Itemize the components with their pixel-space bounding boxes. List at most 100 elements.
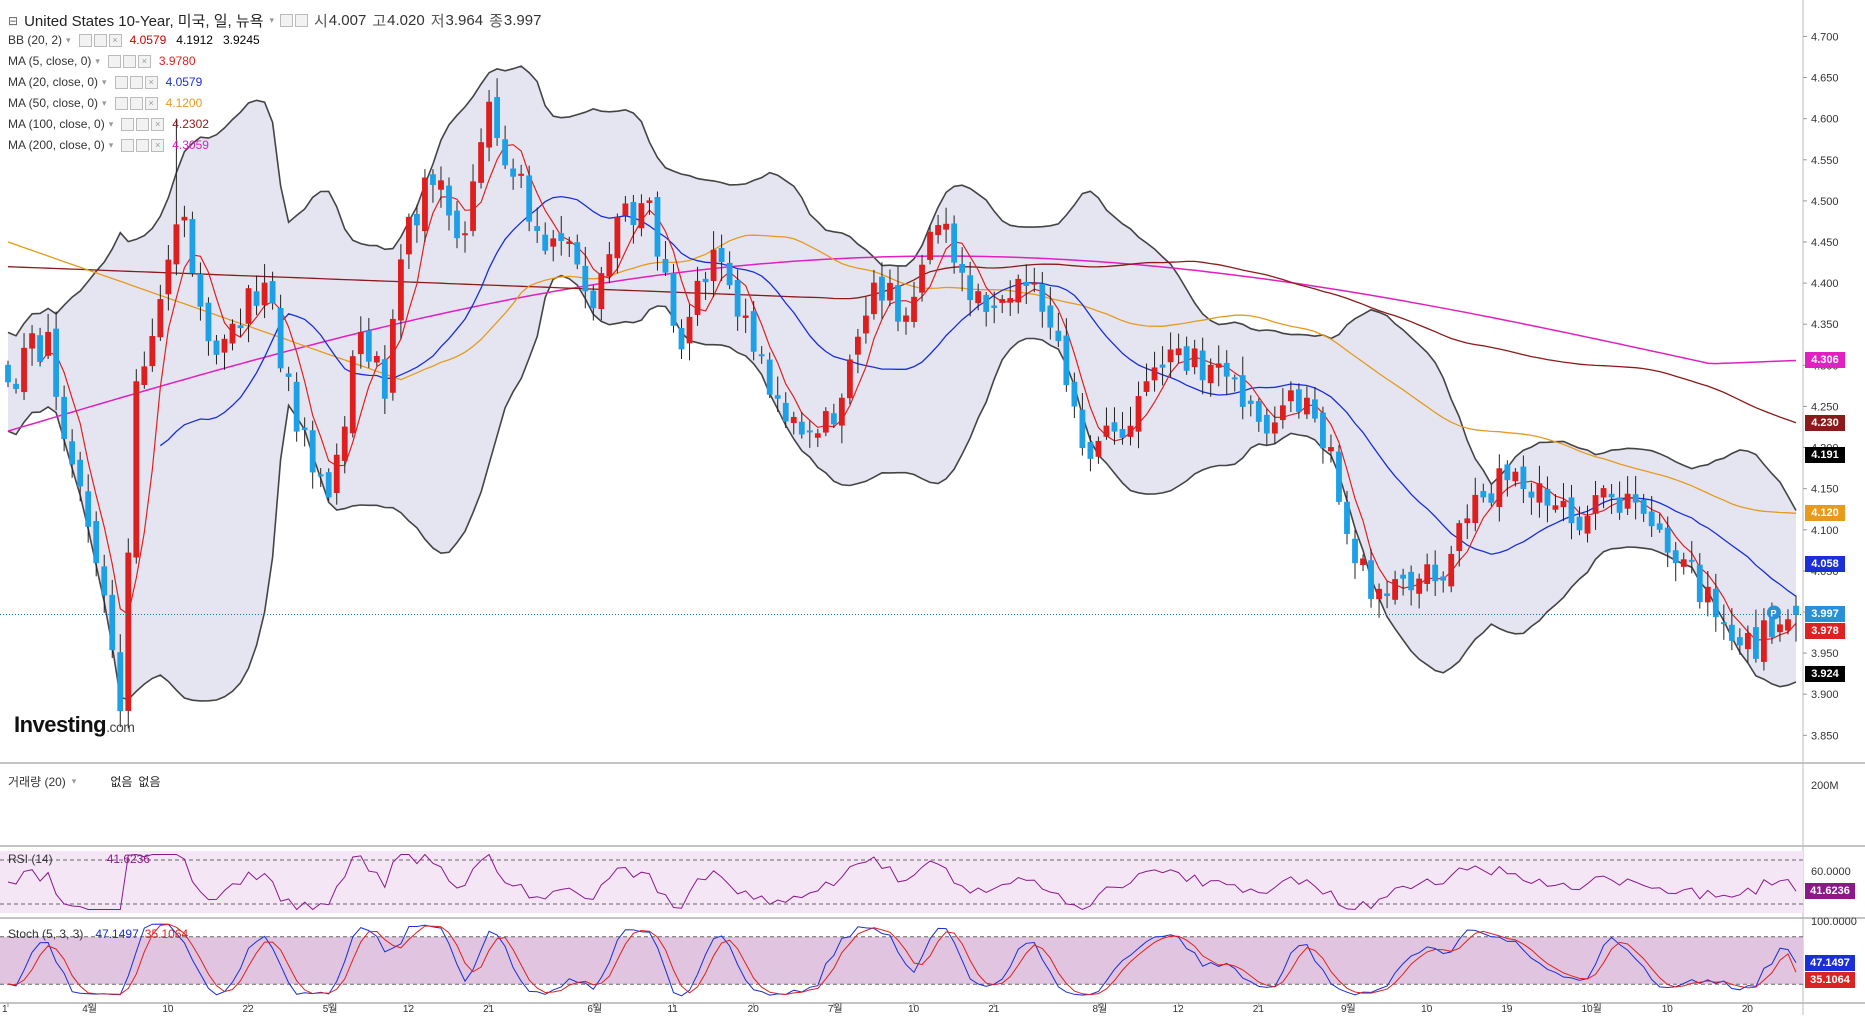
ma100-line — [7, 260, 1797, 424]
candle-body — [478, 142, 484, 183]
settings-icon[interactable] — [136, 138, 150, 152]
candle-body — [919, 264, 925, 293]
candle-body — [1720, 622, 1727, 625]
settings-icon[interactable] — [136, 117, 150, 131]
indicator-legend-row[interactable]: MA (50, close, 0) ▾ × 4.1200 — [8, 96, 208, 110]
candle-body — [189, 219, 196, 274]
candle-body — [670, 272, 677, 326]
chevron-down-icon[interactable]: ▾ — [102, 76, 107, 87]
eye-icon[interactable] — [121, 138, 135, 152]
candle-body — [1336, 451, 1342, 502]
candle-body — [422, 177, 428, 232]
chevron-down-icon[interactable]: ▾ — [71, 776, 77, 786]
eye-icon[interactable] — [114, 75, 128, 89]
collapse-icon[interactable]: ⊟ — [8, 13, 19, 28]
candle-body — [1263, 414, 1270, 434]
investing-logo: Investing.com — [14, 712, 135, 738]
candle-body — [1512, 471, 1519, 482]
rsi-line — [7, 853, 1797, 911]
settings-icon[interactable] — [294, 14, 308, 27]
candle-body — [1320, 412, 1326, 449]
candle-body — [1480, 491, 1487, 498]
indicator-name[interactable]: MA (100, close, 0) — [8, 117, 105, 131]
chevron-down-icon[interactable]: ▾ — [102, 97, 107, 108]
indicator-axis-tag: 41.6236 — [1805, 883, 1855, 899]
candle-body — [405, 216, 412, 255]
title-controls — [279, 14, 308, 27]
close-icon[interactable]: × — [108, 33, 122, 47]
chevron-down-icon[interactable]: ▾ — [66, 34, 71, 45]
candle-body — [1159, 364, 1166, 368]
rsi-axis-label: 60.0000 — [1811, 866, 1851, 878]
settings-icon[interactable] — [93, 33, 107, 47]
candle-body — [221, 338, 228, 353]
indicator-name[interactable]: MA (200, close, 0) — [8, 138, 105, 152]
candle-body — [53, 328, 60, 397]
candle-body — [558, 233, 565, 241]
low-value: 3.964 — [445, 12, 484, 29]
chevron-down-icon[interactable]: ▾ — [269, 15, 274, 25]
eye-icon[interactable] — [121, 117, 135, 131]
x-tick-label: 21 — [483, 1004, 495, 1015]
candle-body — [1777, 624, 1783, 633]
candle-body — [93, 520, 100, 564]
close-icon[interactable]: × — [144, 75, 158, 89]
candle-body — [1568, 497, 1575, 524]
candle-body — [69, 441, 76, 465]
candle-body — [446, 185, 452, 216]
eye-icon[interactable] — [114, 96, 128, 110]
stoch-d-value: 35.1064 — [144, 927, 189, 941]
indicator-name[interactable]: MA (50, close, 0) — [8, 96, 99, 110]
candle-body — [1328, 447, 1334, 452]
indicator-name[interactable]: MA (20, close, 0) — [8, 75, 99, 89]
settings-icon[interactable] — [122, 54, 136, 68]
candle-body — [1408, 571, 1415, 591]
close-icon[interactable]: × — [144, 96, 158, 110]
candle-body — [1688, 559, 1695, 562]
volume-legend: 거래량 (20) ▾ 없음 없음 — [8, 773, 161, 790]
close-icon[interactable]: × — [151, 138, 165, 152]
indicator-name[interactable]: MA (5, close, 0) — [8, 54, 92, 68]
indicator-value: 4.1912 — [176, 33, 213, 47]
candle-body — [1504, 464, 1511, 481]
indicator-legend-row[interactable]: BB (20, 2) ▾ × 4.0579 4.1912 3.9245 — [8, 33, 266, 47]
candle-body — [45, 331, 52, 356]
indicator-legend-row[interactable]: MA (100, close, 0) ▾ × 4.2302 — [8, 117, 215, 131]
volume-label[interactable]: 거래량 (20) — [8, 775, 66, 789]
close-icon[interactable]: × — [137, 54, 151, 68]
indicator-name[interactable]: BB (20, 2) — [8, 33, 63, 47]
eye-icon[interactable] — [279, 14, 293, 27]
candle-body — [662, 258, 669, 273]
eye-icon[interactable] — [107, 54, 121, 68]
settings-icon[interactable] — [129, 96, 143, 110]
logo-text: Investing — [14, 712, 107, 737]
chevron-down-icon[interactable]: ▾ — [95, 55, 100, 66]
candle-body — [822, 411, 829, 433]
candle-body — [109, 594, 116, 651]
x-tick-label: 21 — [1253, 1004, 1265, 1015]
instrument-title[interactable]: United States 10-Year, 미국, 일, 뉴욕 — [24, 13, 264, 30]
rsi-label[interactable]: RSI (14) — [8, 852, 53, 866]
eye-icon[interactable] — [78, 33, 92, 47]
y-tick-label: 4.700 — [1811, 31, 1839, 43]
stoch-label[interactable]: Stoch (5, 3, 3) — [8, 927, 84, 941]
indicator-controls: × — [78, 33, 122, 47]
candle-body — [534, 226, 541, 231]
candle-body — [951, 223, 958, 263]
candle-body — [333, 454, 340, 494]
chevron-down-icon[interactable]: ▾ — [108, 118, 114, 129]
indicator-legend-row[interactable]: MA (20, close, 0) ▾ × 4.0579 — [8, 75, 208, 89]
candle-body — [1752, 627, 1759, 659]
candle-body — [1608, 493, 1615, 498]
chevron-down-icon[interactable]: ▾ — [108, 139, 114, 150]
candle-body — [253, 291, 260, 306]
settings-icon[interactable] — [129, 75, 143, 89]
indicator-legend-row[interactable]: MA (5, close, 0) ▾ × 3.9780 — [8, 54, 202, 68]
indicator-legend-row[interactable]: MA (200, close, 0) ▾ × 4.3059 — [8, 138, 215, 152]
close-icon[interactable]: × — [151, 117, 165, 131]
x-tick-label: 10 — [1421, 1004, 1433, 1015]
x-tick-label: 10 — [1662, 1004, 1674, 1015]
candle-body — [1456, 523, 1463, 551]
candle-body — [357, 331, 364, 355]
